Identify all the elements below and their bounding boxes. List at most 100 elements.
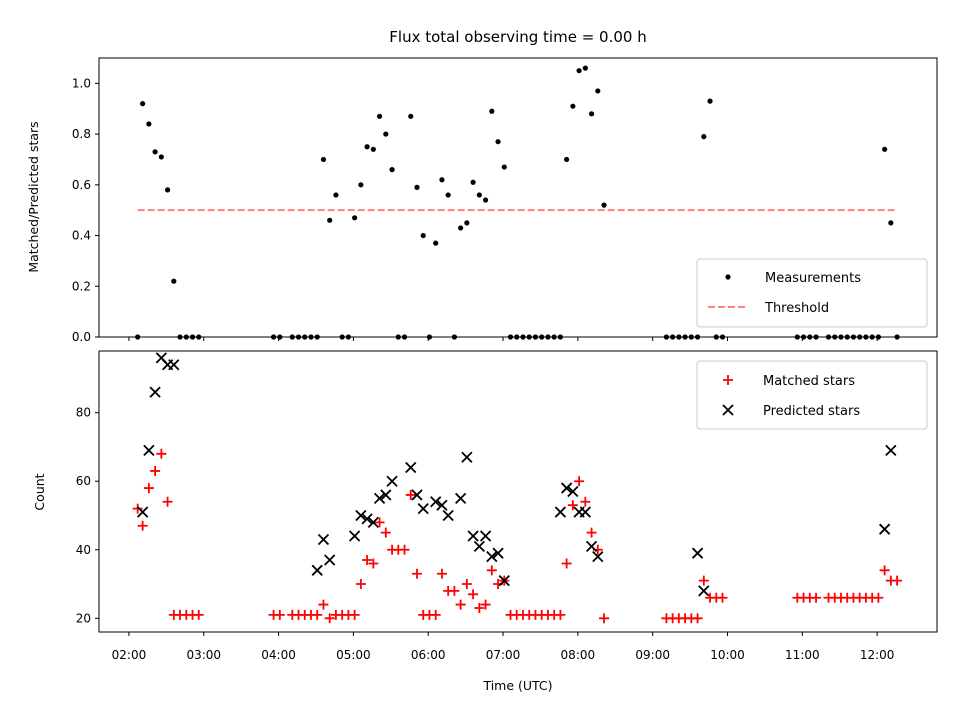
measurement-point: [289, 334, 295, 340]
measurement-point: [850, 334, 857, 340]
measurement-point: [557, 334, 563, 340]
matched-star-point: [561, 558, 572, 569]
bottom-axes: 20 40 60 80 02:00 03:00 04:00 05:00 06:00 07:00 08…: [76, 350, 938, 662]
matched-star-point: [274, 609, 285, 620]
matched-star-point: [580, 496, 591, 507]
measurement-point: [526, 334, 532, 340]
legend-predicted-marker: [722, 404, 734, 416]
predicted-star-point: [430, 496, 442, 508]
matched-star-point: [717, 592, 728, 603]
matched-star-point: [586, 527, 597, 538]
measurement-point: [470, 179, 476, 185]
legend-threshold-label: Threshold: [764, 301, 829, 316]
legend-measurement-marker: [725, 274, 731, 280]
measurement-point: [308, 334, 314, 340]
bottom-legend-box: [696, 360, 928, 430]
measurement-point: [888, 220, 894, 226]
matched-star-point: [349, 609, 360, 620]
measurement-point: [601, 202, 607, 208]
matched-star-point: [193, 609, 204, 620]
measurement-point: [570, 103, 576, 109]
measurement-point: [389, 167, 395, 173]
measurement-point: [314, 334, 320, 340]
measurement-point: [869, 334, 875, 340]
measurement-point: [838, 334, 844, 340]
measurement-point: [857, 334, 863, 340]
x-tick-label: 08:00: [561, 648, 596, 662]
measurement-point: [495, 139, 501, 145]
measurement-point: [551, 334, 557, 340]
matched-star-point: [150, 465, 161, 476]
measurement-point: [507, 334, 514, 340]
bottom-legend: Matched stars Predicted stars: [696, 360, 928, 430]
measurement-point: [476, 192, 482, 198]
measurement-point: [501, 164, 507, 170]
matched-star-point: [486, 565, 497, 576]
matched-star-point: [468, 589, 479, 600]
measurement-point: [451, 334, 458, 340]
measurement-point: [302, 334, 308, 340]
x-tick-label: 06:00: [411, 648, 446, 662]
measurement-point: [794, 334, 800, 340]
matched-star-point: [455, 599, 466, 610]
measurement-point: [682, 334, 688, 340]
matched-star-point: [368, 558, 379, 569]
matched-star-point: [436, 568, 447, 579]
top-ytick-label: 0.2: [72, 279, 91, 293]
measurement-point: [158, 154, 164, 160]
matched-star-point: [461, 579, 472, 590]
measurement-point: [582, 65, 588, 71]
predicted-star-point: [560, 482, 573, 494]
measurement-point: [401, 334, 408, 340]
top-ytick-label: 0.8: [72, 127, 91, 141]
measurement-point: [364, 144, 370, 150]
predicted-star-point: [324, 554, 336, 566]
measurement-point: [825, 334, 832, 340]
x-tick-label: 12:00: [860, 648, 895, 662]
matched-star-point: [879, 565, 890, 576]
bottom-ytick-label: 60: [76, 474, 91, 488]
predicted-star-point: [885, 444, 897, 457]
matched-star-point: [132, 503, 143, 514]
predicted-star-point: [878, 523, 891, 535]
predicted-star-point: [473, 540, 485, 552]
top-legend: Measurements Threshold: [696, 258, 928, 328]
matched-star-point: [892, 575, 903, 586]
measurement-point: [694, 334, 701, 340]
predicted-star-point: [355, 509, 367, 522]
x-tick-label: 03:00: [186, 648, 221, 662]
predicted-star-point: [386, 475, 398, 487]
measurement-point: [439, 177, 445, 183]
predicted-star-point: [592, 550, 604, 563]
top-ytick-label: 1.0: [72, 76, 91, 90]
measurement-point: [539, 334, 545, 340]
measurement-point: [844, 334, 850, 340]
measurement-point: [140, 101, 146, 107]
predicted-star-point: [405, 461, 417, 474]
measurement-point: [882, 146, 888, 152]
measurement-point: [196, 334, 202, 340]
bottom-y-axis-label: Count: [32, 473, 47, 510]
measurement-point: [670, 334, 676, 340]
measurement-point: [295, 334, 302, 340]
measurement-point: [270, 334, 277, 340]
measurement-point: [135, 334, 141, 340]
measurement-point: [146, 121, 152, 127]
measurement-point: [177, 334, 183, 340]
predicted-star-point: [554, 506, 567, 518]
predicted-star-point: [317, 533, 330, 546]
measurement-point: [719, 334, 726, 340]
matched-star-point: [449, 585, 460, 596]
top-ytick-label: 0.0: [72, 330, 91, 344]
bottom-ytick-label: 80: [76, 406, 91, 420]
matched-star-point: [411, 568, 422, 579]
matched-star-point: [362, 555, 373, 566]
matched-star-point: [873, 592, 884, 603]
measurement-point: [832, 334, 838, 340]
matched-star-point: [143, 483, 154, 494]
measurement-point: [458, 225, 464, 231]
legend-matched-marker: [723, 375, 733, 385]
measurement-point: [545, 334, 551, 340]
predicted-star-point: [698, 585, 710, 597]
matched-star-point: [555, 609, 566, 620]
